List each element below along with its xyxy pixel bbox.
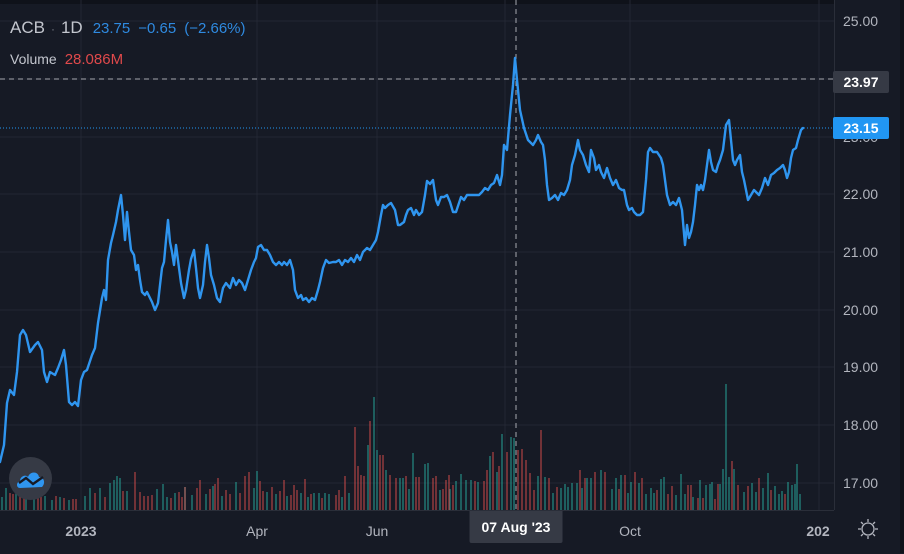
timeframe-label[interactable]: 1D [60,18,83,37]
y-tick: 25.00 [843,13,879,29]
y-tick: 18.00 [843,417,879,433]
top-border [0,0,904,4]
y-tick: 22.00 [843,186,879,202]
volume-value: 28.086M [64,51,124,68]
x-tick: 202 [806,523,830,539]
volume-bars [1,384,801,510]
tradingview-logo[interactable] [9,457,52,500]
last-price-label: 23.15 [833,117,889,139]
legend-volume-row: Volume 28.086M [10,49,254,70]
price-axis[interactable]: 25.00 23.00 22.00 21.00 20.00 19.00 18.0… [833,0,904,510]
x-tick: 2023 [65,523,97,539]
crosshair [0,0,834,510]
x-tick: Oct [619,523,641,539]
y-tick: 21.00 [843,244,879,260]
price-change: −0.65 [138,20,177,37]
separator: · [50,22,55,36]
y-tick: 19.00 [843,359,879,375]
price-line [0,56,805,464]
y-tick: 20.00 [843,302,879,318]
y-tick: 17.00 [843,475,879,491]
x-tick: Jun [365,523,389,539]
right-border [900,0,904,553]
tradingview-cloud-icon [16,472,44,488]
crosshair-price-label: 23.97 [833,71,889,93]
plot-area[interactable] [0,0,834,510]
price-change-pct: (−2.66%) [184,20,246,37]
legend-price-row: ACB · 1D 23.75 −0.65 (−2.66%) [10,18,254,39]
legend: ACB · 1D 23.75 −0.65 (−2.66%) Volume 28.… [10,18,254,70]
symbol-label[interactable]: ACB [10,18,45,37]
volume-label[interactable]: Volume [10,51,57,67]
price-value: 23.75 [92,20,131,37]
settings-button[interactable] [857,518,879,540]
gear-icon [858,519,878,539]
time-axis[interactable]: 2023 Apr Jun Oct 202 07 Aug '23 [0,510,834,554]
x-tick: Apr [246,523,268,539]
vertical-grid [80,0,820,510]
crosshair-date-label: 07 Aug '23 [469,511,563,543]
horizontal-grid [0,20,834,484]
